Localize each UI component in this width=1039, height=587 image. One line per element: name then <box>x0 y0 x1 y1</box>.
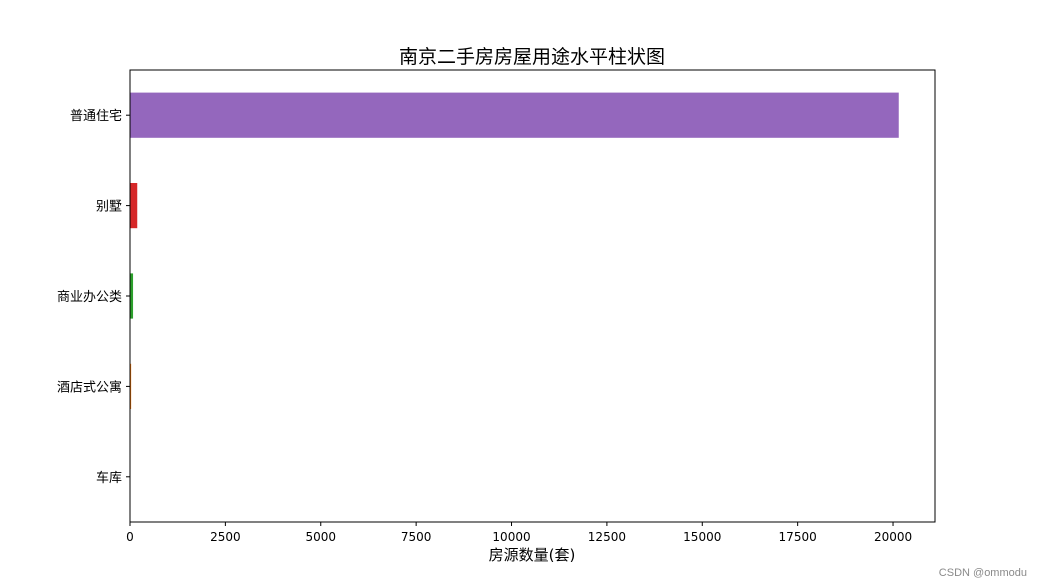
x-axis-ticks: 0 2500 5000 7500 10000 12500 15000 17500 20000 <box>126 522 912 544</box>
y-tick-label: 车库 <box>96 470 122 486</box>
bar-2 <box>130 273 134 319</box>
x-tick-label: 15000 <box>683 530 721 544</box>
y-tick-label: 酒店式公寓 <box>57 379 122 395</box>
x-axis-label: 房源数量(套) <box>489 546 576 564</box>
y-tick-label: 商业办公类 <box>57 290 122 305</box>
y-tick-label: 别墅 <box>96 200 122 215</box>
x-tick-label: 7500 <box>401 530 432 544</box>
x-tick-label: 12500 <box>588 530 626 544</box>
x-tick-label: 0 <box>126 530 134 544</box>
x-tick-label: 10000 <box>492 530 530 544</box>
y-tick-label: 普通住宅 <box>70 109 122 124</box>
bar-1 <box>130 183 138 229</box>
bars-group <box>130 92 899 500</box>
watermark-text: CSDN @ommodu <box>938 567 1027 579</box>
bar-0 <box>130 92 899 138</box>
x-tick-label: 17500 <box>779 530 817 544</box>
x-tick-label: 2500 <box>210 530 241 544</box>
bar-3 <box>130 363 132 409</box>
x-tick-label: 5000 <box>305 530 336 544</box>
chart-title: 南京二手房房屋用途水平柱状图 <box>399 46 665 68</box>
x-tick-label: 20000 <box>874 530 912 544</box>
